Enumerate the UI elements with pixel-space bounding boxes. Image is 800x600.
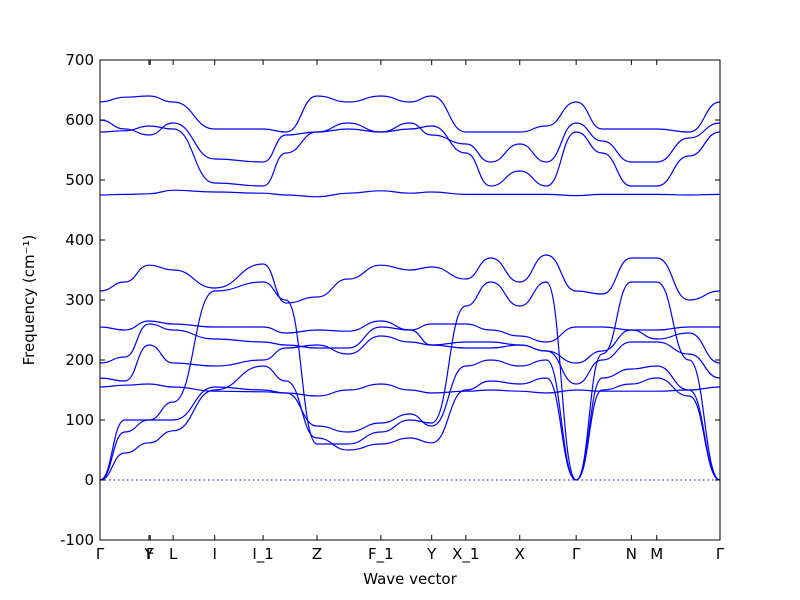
x-tick-label: Γ	[96, 545, 105, 563]
x-tick-label: N	[626, 545, 637, 563]
band-series-4	[99, 383, 721, 397]
x-tick-label: I	[212, 545, 216, 563]
x-tick-label: Y	[143, 545, 154, 563]
x-tick-label: L	[169, 545, 178, 563]
y-tick-label: 500	[65, 171, 94, 189]
band-series-3	[99, 281, 721, 481]
y-tick-label: 700	[65, 51, 94, 69]
x-tick-label: F	[146, 545, 155, 563]
band-series-2	[99, 359, 721, 481]
x-tick-label: Γ	[716, 545, 725, 563]
band-series-11	[99, 119, 721, 163]
x-tick-label: X_1	[452, 545, 479, 564]
band-series-7	[99, 320, 720, 343]
plot-frame	[99, 59, 721, 541]
y-axis-label: Frequency (cm⁻¹)	[20, 235, 38, 366]
y-tick-label: 600	[65, 111, 94, 129]
y-tick-label: 400	[65, 231, 94, 249]
x-tick-label: I_1	[252, 545, 273, 564]
y-tick-label: 100	[65, 411, 94, 429]
x-tick-label: F_1	[368, 545, 394, 564]
x-tick-label: Z	[312, 545, 322, 563]
y-tick-label: 200	[65, 351, 94, 369]
y-tick-label: -100	[60, 531, 94, 549]
x-tick-label: M	[650, 545, 663, 563]
x-tick-label: Y	[426, 545, 437, 563]
band-series-5	[99, 335, 721, 385]
band-series-12	[99, 95, 721, 133]
x-tick-label: X	[515, 545, 525, 563]
band-series-10	[99, 125, 721, 187]
y-tick-label: 0	[84, 471, 94, 489]
band-series-8	[99, 254, 721, 304]
band-series-9	[99, 189, 721, 198]
y-tick-label: 300	[65, 291, 94, 309]
x-axis-label: Wave vector	[363, 570, 457, 588]
band-series-1	[99, 365, 721, 481]
x-tick-label: Γ	[572, 545, 581, 563]
band-series-6	[99, 323, 721, 364]
